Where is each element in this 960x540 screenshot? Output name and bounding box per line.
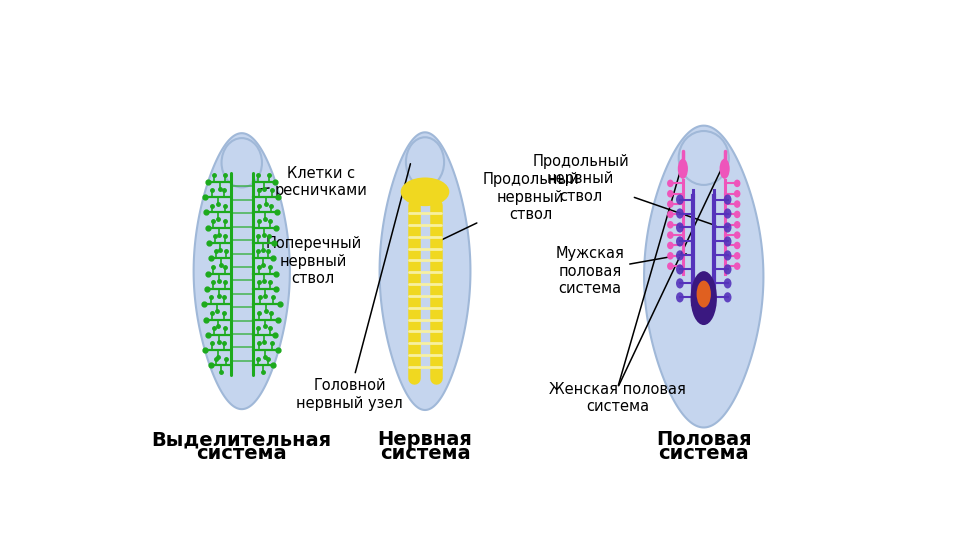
Ellipse shape <box>733 190 740 198</box>
Ellipse shape <box>676 278 684 288</box>
Ellipse shape <box>678 159 688 179</box>
Ellipse shape <box>720 159 730 179</box>
Polygon shape <box>379 132 470 410</box>
Ellipse shape <box>724 222 732 233</box>
Text: Поперечный
нервный
ствол: Поперечный нервный ствол <box>258 237 362 286</box>
Text: Женская половая
система: Женская половая система <box>549 382 686 414</box>
Ellipse shape <box>676 237 684 247</box>
Ellipse shape <box>667 211 674 218</box>
Ellipse shape <box>667 200 674 208</box>
Text: Клетки с
ресничками: Клетки с ресничками <box>258 166 368 198</box>
Polygon shape <box>644 126 763 428</box>
Ellipse shape <box>667 252 674 260</box>
Ellipse shape <box>733 252 740 260</box>
Ellipse shape <box>733 242 740 249</box>
Ellipse shape <box>733 211 740 218</box>
Ellipse shape <box>401 178 448 205</box>
Ellipse shape <box>697 281 711 308</box>
Ellipse shape <box>667 231 674 239</box>
Text: Нервная: Нервная <box>377 430 472 449</box>
Text: Половая: Половая <box>656 430 752 449</box>
Ellipse shape <box>676 264 684 274</box>
Ellipse shape <box>724 237 732 247</box>
Text: Головной
нервный узел: Головной нервный узел <box>297 164 411 410</box>
Text: Продольный
нервный
ствол: Продольный нервный ствол <box>440 172 579 241</box>
Text: система: система <box>380 444 470 463</box>
Ellipse shape <box>724 278 732 288</box>
Ellipse shape <box>724 208 732 219</box>
Ellipse shape <box>733 221 740 228</box>
Ellipse shape <box>667 242 674 249</box>
Text: Продольный
нервный
ствол: Продольный нервный ствол <box>532 154 716 226</box>
Ellipse shape <box>733 200 740 208</box>
Polygon shape <box>194 133 290 409</box>
Ellipse shape <box>676 208 684 219</box>
Ellipse shape <box>724 251 732 261</box>
Ellipse shape <box>724 292 732 302</box>
Text: система: система <box>659 444 749 463</box>
Ellipse shape <box>690 271 717 325</box>
Ellipse shape <box>222 138 262 187</box>
Ellipse shape <box>667 221 674 228</box>
Ellipse shape <box>667 190 674 198</box>
Ellipse shape <box>676 222 684 233</box>
Ellipse shape <box>733 180 740 187</box>
Text: Выделительная: Выделительная <box>152 430 332 449</box>
Ellipse shape <box>667 262 674 270</box>
Ellipse shape <box>724 194 732 205</box>
Text: система: система <box>197 444 287 463</box>
Ellipse shape <box>679 131 729 185</box>
Ellipse shape <box>676 251 684 261</box>
Ellipse shape <box>724 264 732 274</box>
Ellipse shape <box>667 180 674 187</box>
Ellipse shape <box>406 137 444 187</box>
Ellipse shape <box>676 292 684 302</box>
Ellipse shape <box>676 194 684 205</box>
Ellipse shape <box>733 262 740 270</box>
Text: Мужская
половая
система: Мужская половая система <box>555 246 686 296</box>
Ellipse shape <box>733 231 740 239</box>
